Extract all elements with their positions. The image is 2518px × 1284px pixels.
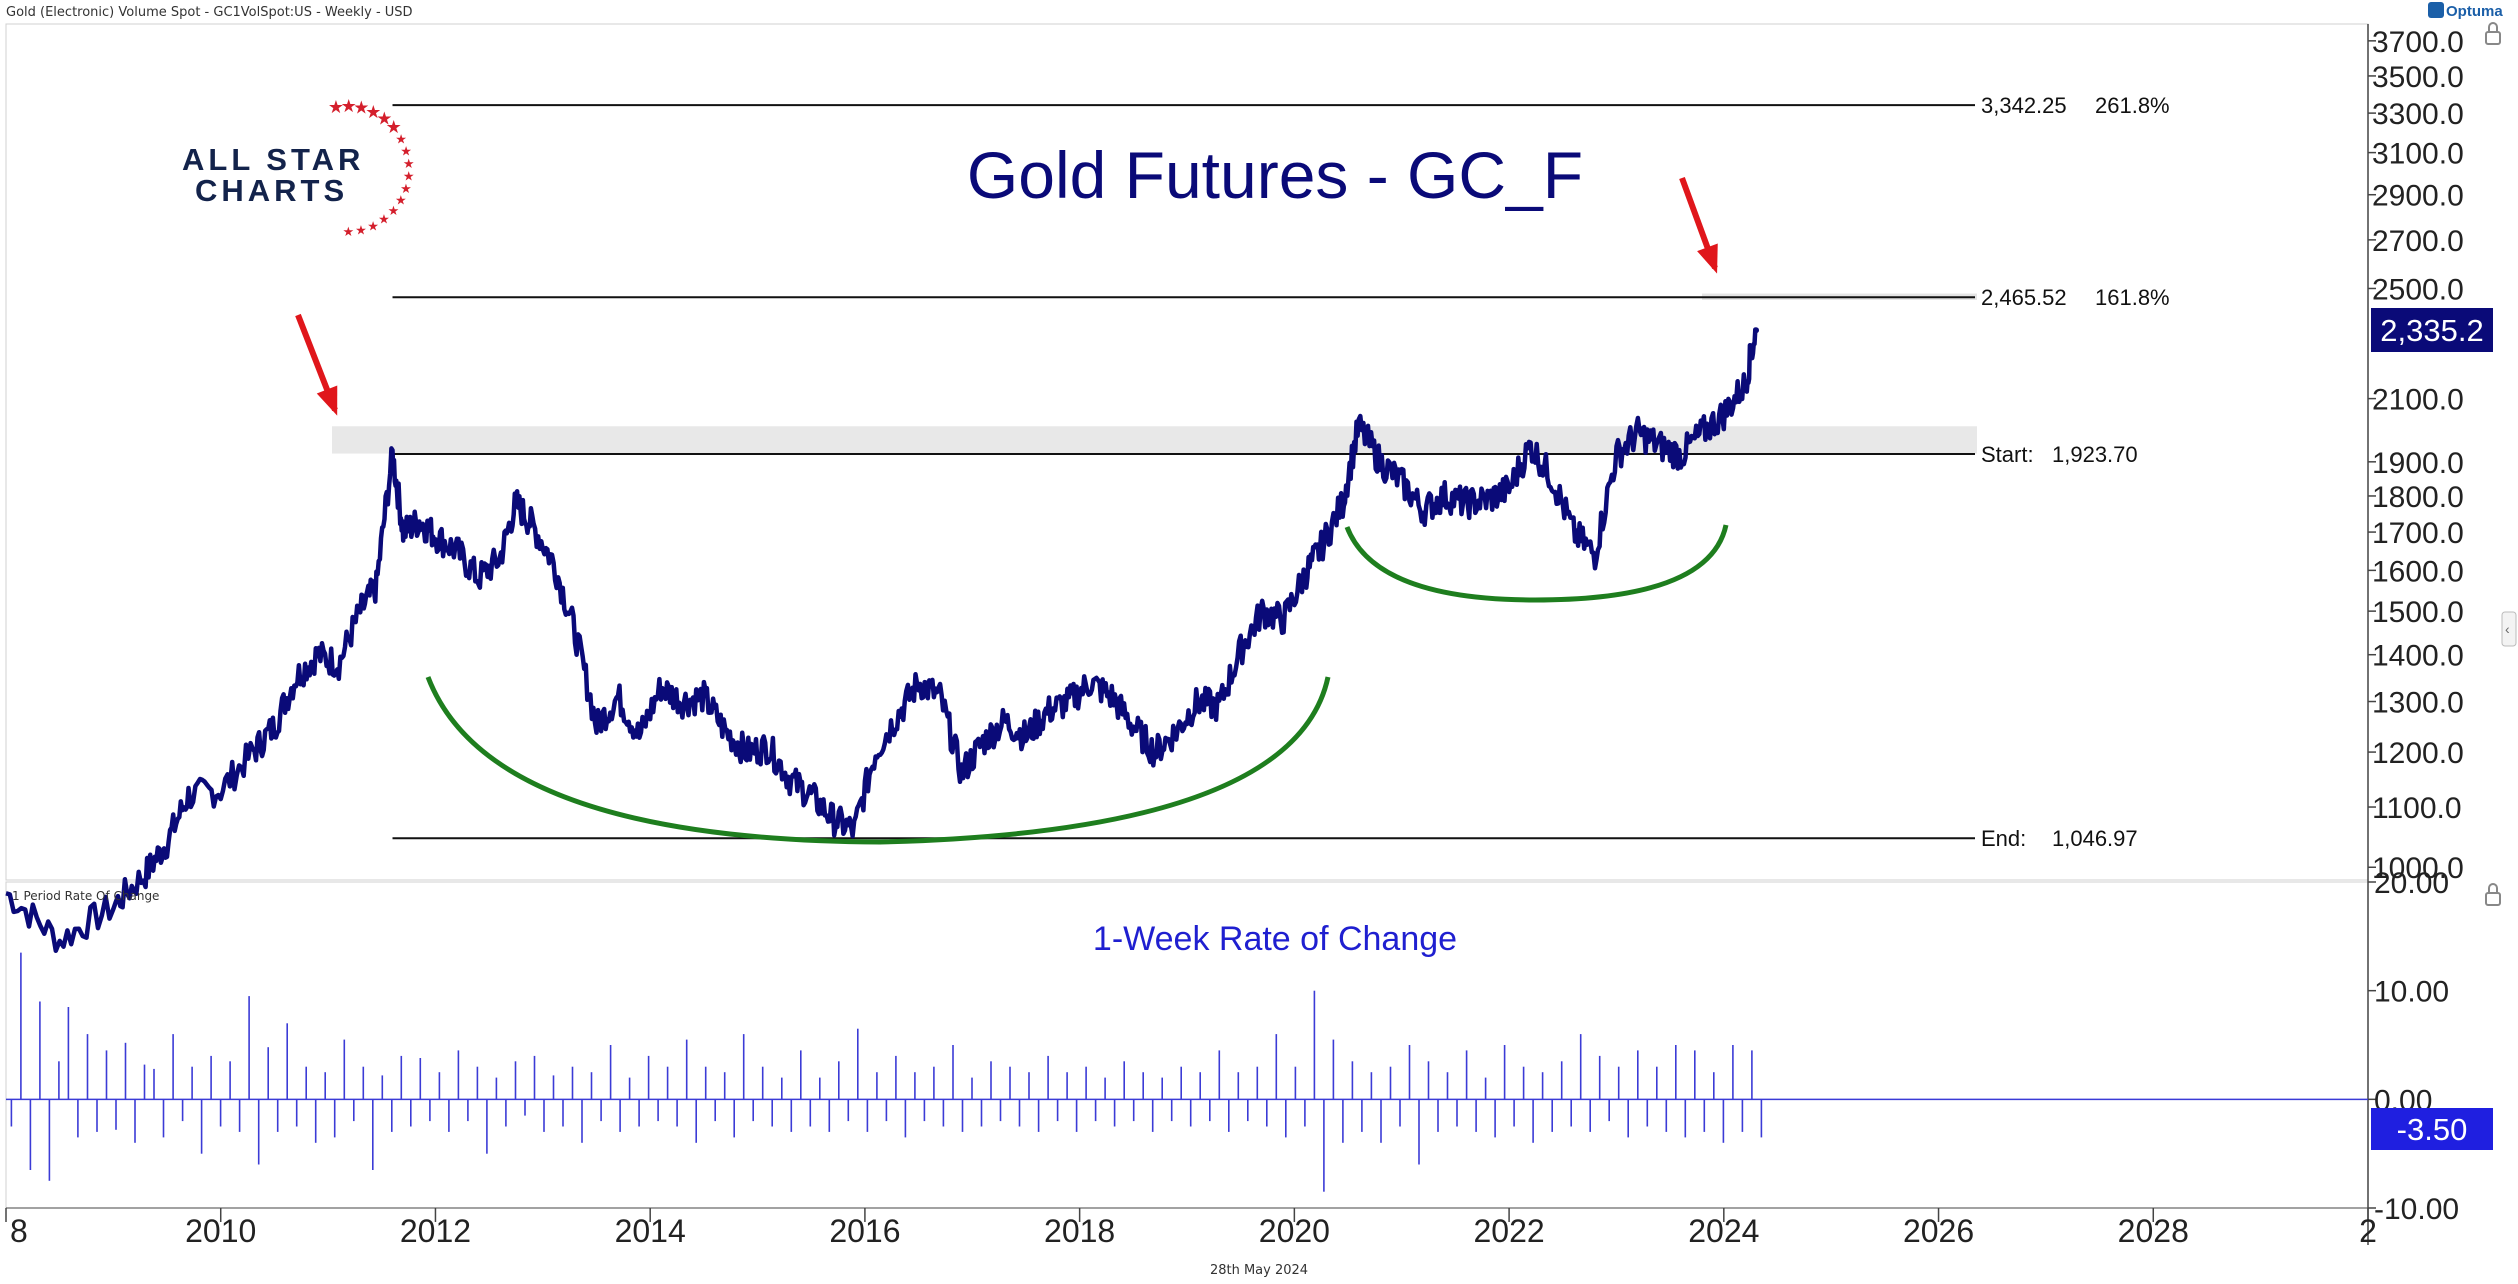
last-roc-badge xyxy=(2371,1108,2493,1150)
y-tick-label: 2500.0 xyxy=(2372,273,2464,306)
logo-star: ★ xyxy=(353,98,369,118)
fib-label: 2,465.52 xyxy=(1981,285,2067,310)
x-tick-label: 2020 xyxy=(1259,1213,1330,1249)
y-tick-label: 1800.0 xyxy=(2372,481,2464,514)
logo-star: ★ xyxy=(355,222,367,237)
optuma-logo-icon xyxy=(2428,2,2444,18)
resistance-bands xyxy=(332,293,1977,454)
y-tick-label: 2900.0 xyxy=(2372,180,2464,213)
collapse-handle-icon[interactable]: ‹ xyxy=(2501,611,2517,647)
logo-star: ★ xyxy=(400,143,412,158)
x-tick-label: 8 xyxy=(10,1213,28,1249)
y-tick-label: 3100.0 xyxy=(2372,138,2464,171)
fib-value: 1,923.70 xyxy=(2052,442,2138,467)
roc-series xyxy=(6,952,2368,1192)
roc-y-tick-label: 10.00 xyxy=(2374,976,2449,1009)
roc-y-tick-label: -10.00 xyxy=(2374,1193,2459,1226)
y-tick-label: 1300.0 xyxy=(2372,687,2464,720)
lock-icon-price[interactable] xyxy=(2485,22,2501,45)
logo-star: ★ xyxy=(403,156,415,171)
cup-arc-small xyxy=(1344,524,1729,603)
y-tick-label: 2100.0 xyxy=(2372,384,2464,417)
pattern-arcs xyxy=(425,524,1729,845)
logo-star: ★ xyxy=(395,132,407,147)
x-tick-label: 2012 xyxy=(400,1213,471,1249)
arrow-2024-high-head xyxy=(1697,243,1718,274)
y-tick-label: 1000.0 xyxy=(2372,852,2464,885)
fib-percent: 261.8% xyxy=(2095,93,2170,118)
fib-levels: 3,342.25 261.8% 2,465.52 161.8% Start: 1,923.… xyxy=(392,93,2170,851)
roc-title: 1-Week Rate of Change xyxy=(1093,920,1457,958)
logo-star: ★ xyxy=(328,97,344,117)
logo-star: ★ xyxy=(388,203,400,218)
optuma-brand: Optuma xyxy=(2428,2,2503,20)
annotation-arrows xyxy=(295,176,1718,416)
x-tick-label: 2018 xyxy=(1044,1213,1115,1249)
y-tick-label: 1600.0 xyxy=(2372,555,2464,588)
logo-star: ★ xyxy=(365,102,381,122)
y-tick-label: 1200.0 xyxy=(2372,737,2464,770)
price-series xyxy=(5,327,1760,954)
svg-text:‹: ‹ xyxy=(2505,621,2510,637)
x-axis: 8 2010 2012 2014 2016 2018 2020 2022 2024 2026 202… xyxy=(5,1207,2377,1249)
y-tick-label: 1400.0 xyxy=(2372,640,2464,673)
roc-y-tick-label: 20.00 xyxy=(2374,867,2449,900)
fib-label: Start: xyxy=(1981,442,2034,467)
logo-line2: CHARTS xyxy=(195,173,348,208)
y-tick-label: 3300.0 xyxy=(2372,98,2464,131)
lock-icon-roc[interactable] xyxy=(2485,883,2501,906)
price-line xyxy=(5,327,1758,954)
fib-percent: 161.8% xyxy=(2095,285,2170,310)
x-tick-label: 2 xyxy=(2359,1213,2377,1249)
x-tick-label: 2028 xyxy=(2118,1213,2189,1249)
logo-star: ★ xyxy=(341,96,357,116)
last-price-badge xyxy=(2371,308,2493,352)
fib-label: End: xyxy=(1981,826,2026,851)
fib-value: 1,046.97 xyxy=(2052,826,2138,851)
arrow-2011-peak-head xyxy=(316,385,338,416)
last-price-value: 2,335.2 xyxy=(2380,313,2483,348)
x-tick-label: 2010 xyxy=(185,1213,256,1249)
roc-panel-label: 1 Period Rate Of Change xyxy=(12,889,159,903)
y-tick-label: 1900.0 xyxy=(2372,447,2464,480)
last-price-point xyxy=(1753,327,1760,334)
logo-star: ★ xyxy=(376,108,392,128)
chart-title: Gold Futures - GC_F xyxy=(967,138,1583,212)
logo-star: ★ xyxy=(403,169,415,184)
logo-star: ★ xyxy=(367,218,379,233)
logo-star: ★ xyxy=(378,212,390,227)
logo-stars-icon: ★★★★★★★★★★★★★★★★★ xyxy=(328,96,415,239)
all-star-charts-logo: ★★★★★★★★★★★★★★★★★ ALL STAR CHARTS xyxy=(182,96,415,239)
cup-arc-large xyxy=(425,676,1331,845)
y-tick-label: 1500.0 xyxy=(2372,596,2464,629)
fib-label: 3,342.25 xyxy=(1981,93,2067,118)
logo-star: ★ xyxy=(342,224,354,239)
last-roc-value: -3.50 xyxy=(2397,1112,2468,1147)
logo-star: ★ xyxy=(395,193,407,208)
x-tick-label: 2016 xyxy=(829,1213,900,1249)
y-tick-label: 1100.0 xyxy=(2372,792,2462,825)
y-tick-label: 3700.0 xyxy=(2372,26,2464,59)
x-tick-label: 2024 xyxy=(1688,1213,1759,1249)
x-tick-label: 2026 xyxy=(1903,1213,1974,1249)
logo-star: ★ xyxy=(400,181,412,196)
price-y-axis: 1000.0 1100.0 1200.0 1300.0 1400.0 1500.0 1600… xyxy=(2368,26,2464,885)
x-tick-label: 2014 xyxy=(615,1213,686,1249)
y-tick-label: 2700.0 xyxy=(2372,225,2464,258)
logo-line1: ALL STAR xyxy=(182,142,364,177)
footer-date: 28th May 2024 xyxy=(1210,1263,1308,1278)
optuma-brand-text: Optuma xyxy=(2446,3,2503,20)
resistance-band xyxy=(332,426,1977,454)
y-tick-label: 1700.0 xyxy=(2372,517,2464,550)
instrument-label: Gold (Electronic) Volume Spot - GC1VolSp… xyxy=(6,5,413,20)
y-tick-label: 3500.0 xyxy=(2372,61,2464,94)
x-tick-label: 2022 xyxy=(1473,1213,1544,1249)
logo-star: ★ xyxy=(386,117,402,137)
